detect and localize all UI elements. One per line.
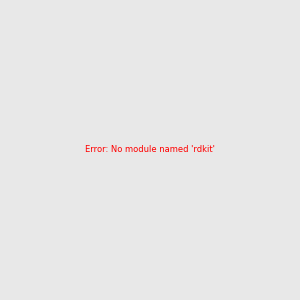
Text: Error: No module named 'rdkit': Error: No module named 'rdkit' <box>85 146 215 154</box>
